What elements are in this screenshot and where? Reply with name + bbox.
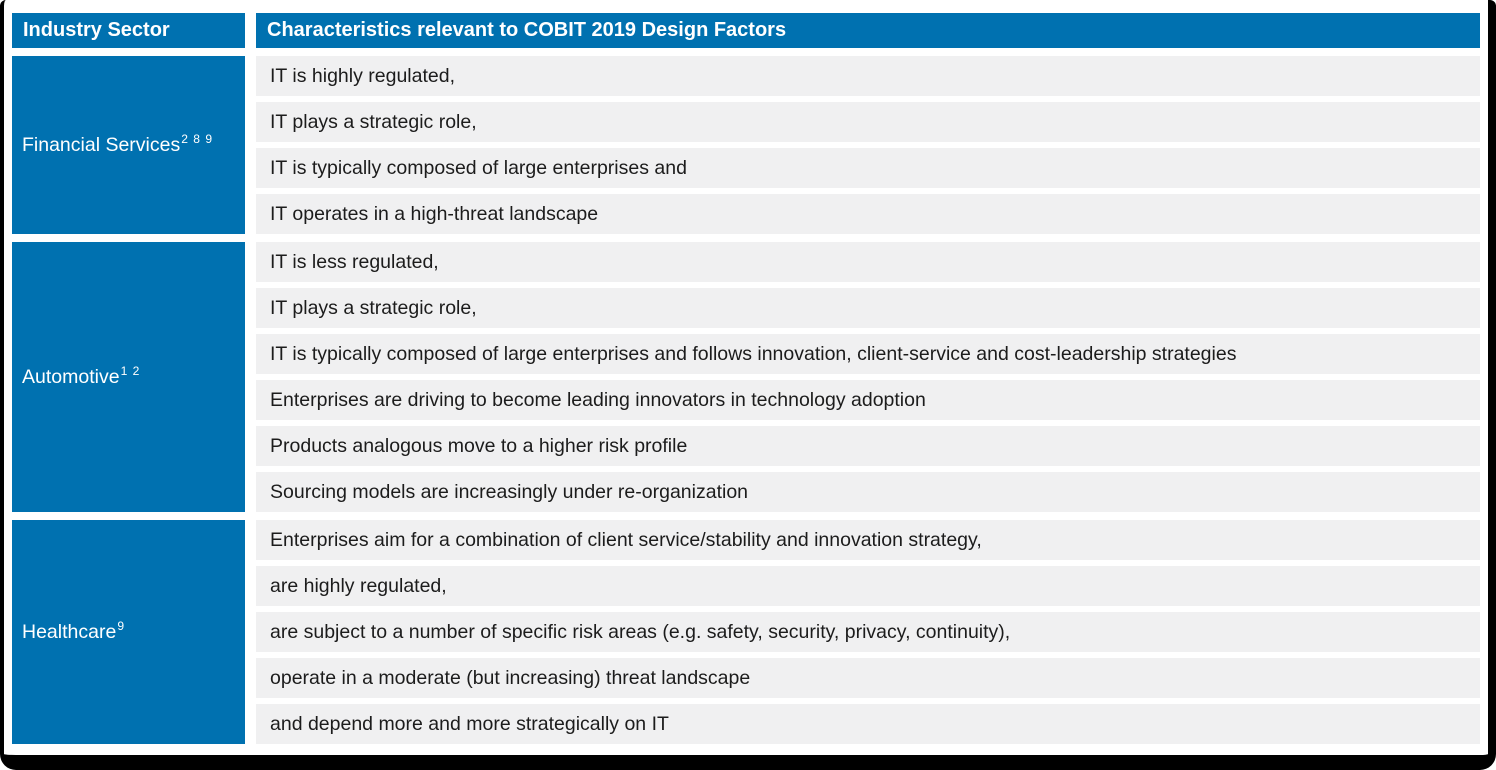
sector-section: Healthcare9 Enterprises aim for a combin… [12,520,1480,744]
sector-cell: Financial Services2 8 9 [12,56,245,234]
characteristic-cell: Products analogous move to a higher risk… [256,426,1480,466]
sector-name: Healthcare [22,620,117,643]
characteristic-cell: IT plays a strategic role, [256,102,1480,142]
characteristic-cell: IT is typically composed of large enterp… [256,148,1480,188]
header-characteristics: Characteristics relevant to COBIT 2019 D… [256,13,1480,48]
table-header-row: Industry Sector Characteristics relevant… [12,13,1480,48]
sector-cell: Healthcare9 [12,520,245,744]
cobit-design-factors-table: Industry Sector Characteristics relevant… [12,13,1480,752]
sector-superscript: 2 8 9 [181,132,214,146]
characteristic-cell: operate in a moderate (but increasing) t… [256,658,1480,698]
characteristic-cell: and depend more and more strategically o… [256,704,1480,744]
characteristic-cell: IT is less regulated, [256,242,1480,282]
characteristic-cell: Sourcing models are increasingly under r… [256,472,1480,512]
sector-section: Financial Services2 8 9 IT is highly reg… [12,56,1480,234]
sector-superscript: 1 2 [120,364,141,378]
characteristic-cell: IT is typically composed of large enterp… [256,334,1480,374]
table-body: Financial Services2 8 9 IT is highly reg… [12,56,1480,752]
characteristic-cell: IT plays a strategic role, [256,288,1480,328]
characteristic-cell: IT is highly regulated, [256,56,1480,96]
header-industry-sector: Industry Sector [12,13,245,48]
characteristic-rows: IT is less regulated, IT plays a strategi… [256,242,1480,512]
sector-superscript: 9 [117,619,126,633]
characteristic-cell: Enterprises are driving to become leadin… [256,380,1480,420]
characteristic-cell: Enterprises aim for a combination of cli… [256,520,1480,560]
characteristic-rows: Enterprises aim for a combination of cli… [256,520,1480,744]
characteristic-cell: are highly regulated, [256,566,1480,606]
sector-cell: Automotive1 2 [12,242,245,512]
sector-name: Financial Services [22,133,181,156]
characteristic-cell: IT operates in a high-threat landscape [256,194,1480,234]
characteristic-rows: IT is highly regulated, IT plays a strate… [256,56,1480,234]
sector-name: Automotive [22,365,120,388]
characteristic-cell: are subject to a number of specific risk… [256,612,1480,652]
sector-section: Automotive1 2 IT is less regulated, IT pl… [12,242,1480,512]
